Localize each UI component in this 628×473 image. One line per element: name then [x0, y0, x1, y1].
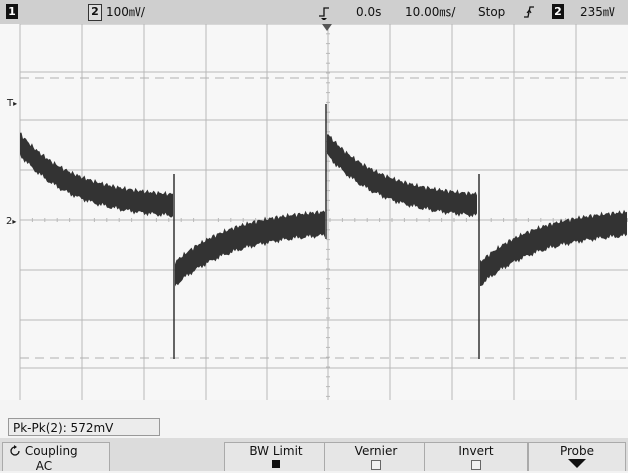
horizontal-offset: 0.0s	[356, 5, 382, 19]
rising-edge-icon	[523, 4, 535, 24]
invert-label: Invert	[458, 444, 494, 458]
vernier-checkbox	[371, 460, 381, 470]
trigger-level-marker: T▸	[7, 98, 18, 109]
coupling-softkey[interactable]: Coupling AC	[2, 442, 110, 473]
invert-softkey[interactable]: Invert	[424, 442, 528, 471]
trigger-source-badge: 2	[552, 4, 564, 19]
measurement-readout: Pk-Pk(2): 572mV	[8, 418, 160, 436]
trigger-time-marker	[322, 24, 332, 31]
trigger-level-marker-label: T	[7, 98, 14, 109]
probe-label: Probe	[559, 444, 595, 458]
vernier-label: Vernier	[354, 444, 398, 458]
trace-high-segment	[20, 132, 173, 218]
trigger-level: 235㎷	[580, 5, 615, 19]
coupling-label: Coupling	[24, 444, 78, 458]
horizontal-time-scale: 10.00㎳/	[405, 5, 456, 19]
trace-low-segment	[480, 209, 627, 287]
channel2-badge[interactable]: 2	[88, 4, 102, 21]
trace-high-segment	[327, 134, 477, 218]
vernier-softkey[interactable]: Vernier	[324, 442, 428, 471]
trace-low-segment	[175, 210, 325, 287]
invert-checkbox	[471, 460, 481, 470]
channel2-vertical-scale: 100㎷/	[106, 5, 145, 19]
bw-limit-softkey[interactable]: BW Limit	[224, 442, 328, 471]
channel2-ground-marker-label: 2	[6, 216, 13, 227]
run-state: Stop	[478, 5, 506, 19]
status-bar: 1 2 100㎷/ 0.0s 10.00㎳/ Stop 2 235㎷	[0, 0, 628, 24]
cycle-arrow-icon	[9, 445, 21, 460]
channel2-ground-marker: 2▸	[6, 216, 17, 227]
trigger-position-icon	[318, 4, 330, 24]
probe-softkey[interactable]: Probe	[528, 442, 626, 471]
channel1-badge[interactable]: 1	[6, 4, 18, 19]
bw-limit-indicator	[272, 460, 280, 468]
bw-limit-label: BW Limit	[249, 444, 303, 458]
channel2-trace	[20, 104, 627, 359]
waveform-graticule	[0, 24, 628, 400]
coupling-value: AC	[35, 459, 53, 473]
down-arrow-icon	[568, 459, 586, 468]
